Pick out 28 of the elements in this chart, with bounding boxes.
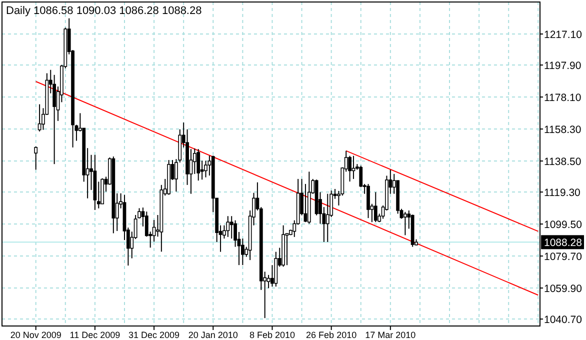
y-tick-label: 1138.50	[544, 156, 582, 168]
candlestick	[403, 211, 407, 236]
x-tick-label: 8 Feb 2010	[249, 330, 295, 340]
y-tick-label: 1059.90	[544, 283, 582, 296]
candlestick	[326, 193, 330, 242]
ref-line-label: 1088.28	[544, 237, 582, 250]
x-tick-label: 20 Nov 2009	[10, 330, 62, 340]
candlestick	[226, 216, 230, 238]
candlestick	[366, 183, 370, 219]
y-tick-label: 1178.10	[544, 92, 582, 104]
chart-title: Daily 1086.58 1090.03 1086.28 1088.28	[6, 5, 202, 17]
candlestick	[374, 192, 378, 223]
y-tick-label: 1158.30	[544, 124, 582, 136]
y-tick-label: 1040.70	[544, 314, 582, 326]
x-tick-label: 31 Dec 2009	[128, 330, 180, 340]
candlestick	[52, 74, 56, 165]
y-tick-label: 1099.50	[544, 219, 582, 232]
x-tick-label: 20 Jan 2010	[188, 330, 238, 340]
y-tick-label: 1119.30	[544, 187, 581, 200]
y-tick-label: 1197.90	[544, 60, 582, 72]
y-tick-label: 1217.10	[544, 28, 582, 41]
x-tick-label: 26 Feb 2010	[306, 330, 357, 340]
candlestick	[34, 146, 38, 170]
x-tick-label: 17 Mar 2010	[365, 330, 416, 340]
candlestick	[196, 148, 200, 182]
candlestick	[348, 155, 352, 182]
x-tick-label: 11 Dec 2009	[70, 330, 120, 340]
y-tick-label: 1079.70	[544, 251, 582, 264]
